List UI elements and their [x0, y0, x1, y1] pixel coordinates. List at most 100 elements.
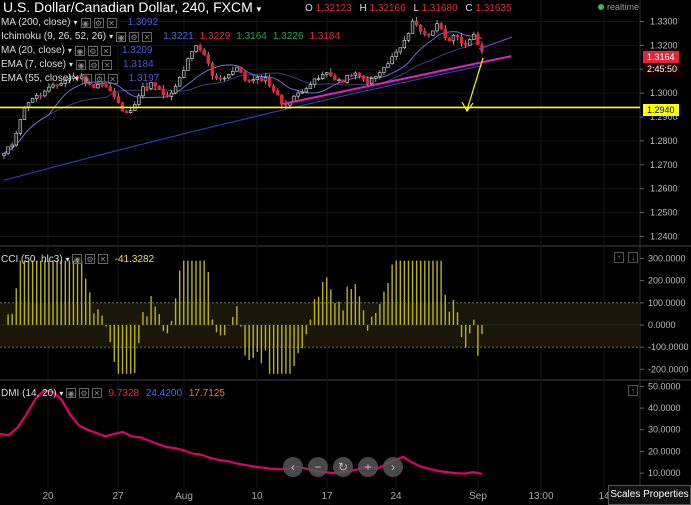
close-icon[interactable]: ✕ [100, 45, 111, 56]
candle-up [431, 30, 435, 36]
chevron-down-icon[interactable]: ▾ [256, 4, 262, 14]
candle-up [394, 51, 398, 58]
y-tick-label: 300.0000 [648, 253, 686, 263]
candle-up [6, 146, 10, 154]
settings-icon[interactable]: ⚙ [89, 59, 100, 70]
candle-down [349, 74, 353, 77]
close-icon[interactable]: ✕ [107, 73, 118, 84]
dmi-adx-line [0, 389, 483, 475]
indicator-row[interactable]: EMA (7, close) ▾ ◉ ⚙ ✕ 1.3184 [1, 58, 154, 71]
moving-averages [3, 31, 483, 181]
chevron-down-icon[interactable]: ▾ [65, 255, 70, 264]
candle-down [243, 72, 247, 81]
chevron-down-icon[interactable]: ▾ [67, 46, 72, 55]
candle-down [157, 85, 161, 90]
candle-down [153, 82, 157, 87]
x-tick-label: 20 [42, 491, 54, 502]
eye-icon[interactable]: ◉ [81, 73, 92, 84]
settings-icon[interactable]: ⚙ [85, 254, 96, 264]
cci-legend[interactable]: CCI (50, hlc3) ▾ ◉ ⚙ ✕ -41.3282 [1, 254, 154, 265]
projection-arrow [466, 57, 484, 111]
candle-down [455, 34, 460, 38]
chevron-down-icon[interactable]: ▾ [59, 389, 64, 398]
chevron-down-icon[interactable]: ▾ [109, 32, 114, 41]
ohlc-close-key: C [465, 3, 473, 14]
settings-icon[interactable]: ⚙ [93, 17, 104, 28]
settings-icon[interactable]: ⚙ [129, 31, 140, 42]
close-icon[interactable]: ✕ [91, 388, 102, 398]
candle-up [300, 91, 304, 94]
candle-up [190, 51, 194, 59]
close-icon[interactable]: ✕ [102, 59, 113, 70]
candle-down [214, 75, 219, 79]
pane-down-icon[interactable]: ↓ [628, 252, 638, 263]
indicator-value: 1.3197 [128, 73, 160, 84]
candle-down [55, 84, 59, 87]
reset-button[interactable]: ↻ [333, 457, 353, 477]
candle-up [451, 34, 456, 42]
ohlc-high-value: 1.32166 [369, 3, 406, 14]
candle-up [137, 95, 141, 105]
settings-icon[interactable]: ⚙ [78, 388, 89, 398]
chevron-down-icon[interactable]: ▾ [73, 18, 78, 27]
candle-up [186, 58, 190, 71]
close-icon[interactable]: ✕ [106, 17, 117, 28]
settings-icon[interactable]: ⚙ [87, 45, 98, 56]
candle-up [382, 67, 386, 73]
candle-up [386, 63, 390, 68]
eye-icon[interactable]: ◉ [116, 31, 127, 42]
zoom-out-button[interactable]: − [308, 457, 328, 477]
close-icon[interactable]: ✕ [97, 254, 108, 264]
chevron-down-icon[interactable]: ▾ [74, 74, 79, 83]
candle-down [247, 79, 251, 82]
indicator-name: MA (20, close) [1, 45, 65, 56]
dmi-label: DMI (14, 20) [1, 388, 57, 399]
zoom-in-button[interactable]: + [358, 457, 378, 477]
candle-down [100, 83, 104, 86]
candle-up [149, 82, 153, 89]
candle-up [353, 72, 358, 76]
chevron-down-icon[interactable]: ▾ [69, 60, 74, 69]
pane-up-icon[interactable]: ↑ [614, 252, 624, 263]
x-tick-label: 17 [321, 491, 333, 502]
candle-down [419, 24, 423, 32]
indicator-row[interactable]: Ichimoku (9, 26, 52, 26) ▾ ◉ ⚙ ✕ 1.3221 1.3229… [1, 30, 340, 43]
candle-up [406, 33, 411, 41]
dmi-legend[interactable]: DMI (14, 20) ▾ ◉ ⚙ ✕ 9.7328 24.4200 17.7… [1, 388, 225, 399]
ohlc-readout: O 1.32123 H 1.32166 L 1.31680 C 1.31635 [300, 3, 512, 14]
ema55-line [3, 40, 483, 154]
y-tick-label: 20.0000 [648, 446, 681, 456]
eye-icon[interactable]: ◉ [76, 59, 87, 70]
scales-properties-button[interactable]: Scales Properties [608, 485, 691, 505]
close-icon[interactable]: ✕ [142, 31, 153, 42]
candle-up [251, 79, 255, 82]
indicator-row[interactable]: EMA (55, close) ▾ ◉ ⚙ ✕ 1.3197 [1, 72, 159, 85]
indicator-row[interactable]: MA (200, close) ▾ ◉ ⚙ ✕ 1.3092 [1, 16, 158, 29]
pane-up-icon[interactable]: ↑ [628, 385, 638, 396]
candle-up [67, 78, 72, 81]
eye-icon[interactable]: ◉ [74, 45, 85, 56]
eye-icon[interactable]: ◉ [80, 17, 91, 28]
indicator-row[interactable]: MA (20, close) ▾ ◉ ⚙ ✕ 1.3209 [1, 44, 153, 57]
candle-up [182, 70, 186, 78]
scroll-right-button[interactable]: › [383, 457, 403, 477]
candle-down [112, 90, 117, 97]
candle-up [173, 85, 178, 94]
candle-up [71, 75, 76, 79]
settings-icon[interactable]: ⚙ [94, 73, 105, 84]
candle-down [276, 90, 280, 96]
candle-down [443, 28, 447, 39]
eye-icon[interactable]: ◉ [72, 254, 83, 264]
dmi-value-1: 9.7328 [108, 388, 140, 399]
eye-icon[interactable]: ◉ [66, 388, 77, 398]
scroll-left-button[interactable]: ‹ [283, 457, 303, 477]
indicator-value: 1.3164 [236, 31, 267, 42]
candle-up [10, 144, 14, 148]
annotations [0, 36, 640, 113]
candle-down [218, 78, 223, 80]
candle-up [227, 74, 231, 79]
candle-down [463, 42, 468, 46]
candle-up [374, 75, 378, 79]
symbol-title[interactable]: U.S. Dollar/Canadian Dollar, 240, FXCM ▾ [3, 0, 261, 15]
